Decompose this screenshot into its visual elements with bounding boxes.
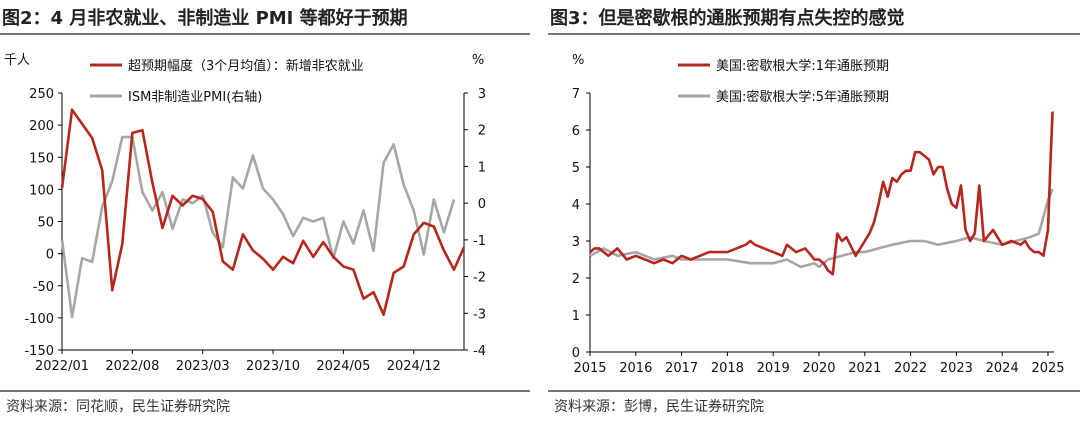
x-tick-label: 2019 [757, 361, 790, 376]
left-y-tick-label: -50 [33, 280, 54, 295]
chart-title-left: 图2：4 月非农就业、非制造业 PMI 等都好于预期 [2, 8, 408, 29]
series-line-pmi [60, 135, 456, 319]
chart-panel-left: 图2：4 月非农就业、非制造业 PMI 等都好于预期 千人 % 超预期幅度（3个… [0, 0, 530, 423]
x-tick-label: 2017 [665, 361, 698, 376]
left-y-tick-label: 200 [29, 119, 54, 134]
legend-label-pmi: ISM非制造业PMI(右轴) [128, 90, 262, 105]
right-y-tick-label: 3 [478, 87, 486, 102]
source-rule-right [548, 390, 1080, 392]
title-rule-left [0, 33, 530, 35]
y-tick-label: 4 [572, 198, 580, 213]
line-chart-right: % 美国:密歇根大学:1年通胀预期 美国:密歇根大学:5年通胀预期 7 6 5 4 3 2… [572, 53, 1065, 376]
y-tick-label: 7 [572, 87, 580, 102]
title-rule-right [548, 33, 1080, 35]
x-tick-label: 2022/01 [35, 359, 89, 374]
right-y-tick-label: 1 [478, 160, 486, 175]
right-y-tick-label: -4 [473, 344, 486, 359]
left-y-tick-label: 250 [29, 87, 54, 102]
x-tick-label: 2023/10 [246, 359, 300, 374]
series-line-5y [589, 188, 1054, 269]
x-tick-label: 2024/12 [387, 359, 441, 374]
y-tick-label: 0 [572, 346, 580, 361]
legend-label-payroll: 超预期幅度（3个月均值）：新增非农就业 [128, 58, 364, 74]
right-y-tick-label: -2 [473, 271, 486, 286]
source-rule-left [0, 390, 530, 392]
legend-label-5y: 美国:密歇根大学:5年通胀预期 [716, 89, 889, 105]
source-note-left: 资料来源：同花顺，民生证券研究院 [6, 399, 230, 415]
y-tick-label: 5 [572, 161, 580, 176]
right-y-tick-label: 2 [478, 124, 486, 139]
right-y-tick-label: 0 [478, 197, 486, 212]
left-y-tick-label: 0 [46, 248, 54, 263]
x-tick-label: 2023/03 [176, 359, 230, 374]
right-y-tick-label: -3 [473, 307, 486, 322]
left-y-tick-label: -150 [24, 344, 54, 359]
left-y-tick-label: 100 [29, 183, 54, 198]
x-tick-label: 2022/08 [105, 359, 159, 374]
chart-panel-right: 图3：但是密歇根的通胀预期有点失控的感觉 % 美国:密歇根大学:1年通胀预期 美… [548, 0, 1080, 423]
left-y-tick-label: 150 [29, 151, 54, 166]
y-tick-label: 6 [572, 124, 580, 139]
y-tick-label: 3 [572, 235, 580, 250]
legend-label-1y: 美国:密歇根大学:1年通胀预期 [716, 58, 889, 74]
x-tick-label: 2018 [711, 361, 744, 376]
x-tick-label: 2021 [848, 361, 881, 376]
left-axis-unit-right-chart: % [572, 53, 584, 68]
x-tick-label: 2024 [986, 361, 1019, 376]
x-tick-label: 2016 [619, 361, 652, 376]
x-tick-label: 2023 [940, 361, 973, 376]
left-axis-unit: 千人 [4, 53, 30, 68]
right-y-tick-label: -1 [473, 234, 486, 249]
right-axis-unit: % [472, 53, 484, 68]
y-tick-label: 1 [572, 309, 580, 324]
line-chart-left: 千人 % 超预期幅度（3个月均值）：新增非农就业 ISM非制造业PMI(右轴) … [4, 53, 486, 374]
left-y-tick-label: -100 [24, 312, 54, 327]
series-line-payroll [60, 108, 466, 316]
y-tick-label: 2 [572, 272, 580, 287]
source-note-right: 资料来源：彭博，民生证券研究院 [554, 399, 764, 415]
x-tick-label: 2015 [573, 361, 606, 376]
x-tick-label: 2025 [1031, 361, 1064, 376]
x-tick-label: 2022 [894, 361, 927, 376]
chart-title-right: 图3：但是密歇根的通胀预期有点失控的感觉 [550, 8, 905, 29]
series-line-1y [589, 111, 1054, 276]
x-tick-label: 2024/05 [316, 359, 370, 374]
left-y-tick-label: 50 [37, 216, 54, 231]
x-tick-label: 2020 [802, 361, 835, 376]
